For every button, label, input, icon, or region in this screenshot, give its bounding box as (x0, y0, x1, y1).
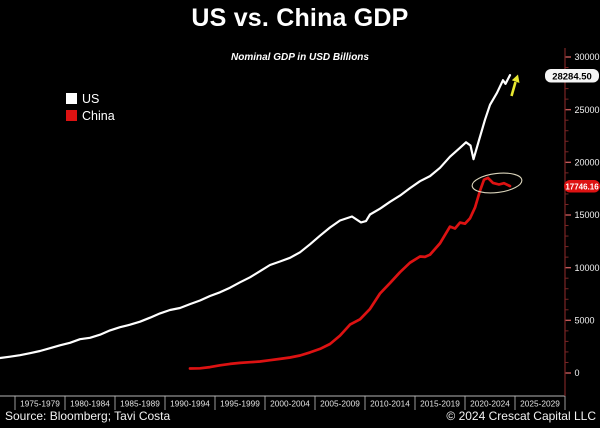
us-value-label: 28284.50 (545, 69, 599, 83)
china-value-text: 17746.16 (565, 183, 599, 192)
x-axis-band-label: 1990-1994 (170, 399, 210, 409)
x-axis-band-label: 1985-1989 (120, 399, 160, 409)
up-arrow-head-icon (511, 74, 520, 83)
up-arrow-icon (510, 81, 517, 97)
us-line (0, 74, 512, 360)
plot-dynamic-layer: 0 5000 10000 15000 20000 25000 30000 1975-1979 1… (0, 52, 600, 410)
x-axis-band-label: 2025-2029 (520, 399, 560, 409)
x-axis-band-label: 1975-1979 (20, 399, 60, 409)
chart-title: US vs. China GDP (191, 4, 409, 32)
china-value-pill (564, 180, 600, 193)
y-axis-tick-label: 10000 (575, 263, 600, 273)
us-legend-label: US (82, 91, 100, 106)
x-axis-band-label: 2005-2009 (320, 399, 360, 409)
x-axis-band-label: 2020-2024 (470, 399, 510, 409)
y-axis-tick-label: 0 (575, 368, 580, 378)
x-axis-band-label: 1995-1999 (220, 399, 260, 409)
china-line (188, 176, 512, 370)
y-axis-tick-label: 5000 (575, 316, 595, 326)
y-axis-tick-label: 25000 (575, 105, 600, 115)
legend: US China (66, 90, 115, 124)
x-axis-band-label: 2010-2014 (370, 399, 410, 409)
china-legend-swatch (66, 110, 77, 121)
y-axis-tick-label: 20000 (575, 158, 600, 168)
chart-subtitle: Nominal GDP in USD Billions (231, 52, 369, 63)
us-legend-swatch (66, 93, 77, 104)
legend-item-us: US (66, 90, 115, 107)
copyright-notice: © 2024 Crescat Capital LLC (446, 409, 596, 423)
china-value-label: 17746.16 (564, 180, 600, 193)
x-axis-band-label: 1980-1984 (70, 399, 110, 409)
y-axis-tick-label: 15000 (575, 210, 600, 220)
source-credit: Source: Bloomberg; Tavi Costa (5, 409, 171, 423)
us-value-pill (545, 69, 599, 83)
x-axis-band-label: 2015-2019 (420, 399, 460, 409)
china-legend-label: China (82, 108, 115, 123)
legend-item-china: China (66, 107, 115, 124)
y-axis-tick-label: 30000 (575, 52, 600, 62)
china-endpoint-ellipse-annotation (471, 172, 523, 194)
us-value-text: 28284.50 (552, 71, 592, 82)
x-axis-band-label: 2000-2004 (270, 399, 310, 409)
